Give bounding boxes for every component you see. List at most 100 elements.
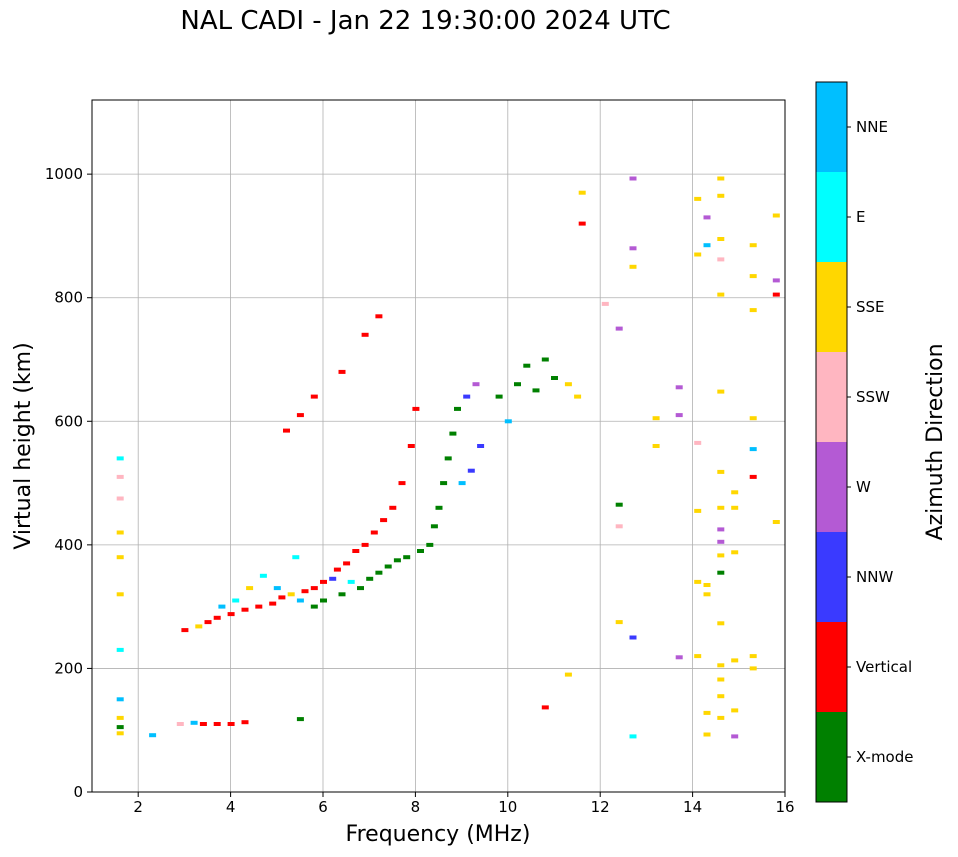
data-point (370, 530, 378, 535)
data-point (181, 628, 189, 633)
colorbar-category-label: W (856, 478, 871, 496)
data-point (375, 314, 383, 319)
data-point (717, 539, 725, 544)
data-point (375, 570, 383, 575)
data-point (310, 586, 318, 591)
data-point (310, 604, 318, 609)
data-point (675, 413, 683, 418)
colorbar-category-label: Vertical (856, 658, 912, 676)
data-point (731, 505, 739, 510)
data-point (398, 481, 406, 486)
data-point (749, 308, 757, 313)
data-point (731, 550, 739, 555)
data-point (417, 549, 424, 553)
data-point (694, 440, 702, 445)
colorbar-category-label: SSW (856, 388, 890, 406)
data-point (296, 717, 304, 722)
data-point (393, 558, 401, 563)
data-point (731, 658, 739, 663)
data-point (629, 246, 637, 251)
data-point (717, 505, 725, 510)
x-tick-label: 2 (133, 798, 143, 816)
data-point (199, 722, 207, 726)
data-point (717, 663, 725, 668)
data-point (116, 456, 124, 461)
data-point (717, 469, 725, 474)
data-point (361, 542, 369, 547)
data-point (361, 332, 369, 337)
data-point (652, 416, 660, 421)
data-point (564, 672, 572, 677)
data-point (366, 576, 374, 581)
data-point (449, 431, 457, 436)
colorbar-frame (815, 81, 848, 803)
x-tick-label: 8 (411, 798, 421, 816)
data-point (310, 394, 318, 399)
data-point (749, 274, 757, 279)
data-point (384, 564, 392, 569)
data-point (292, 555, 300, 560)
data-point (615, 326, 623, 331)
data-point (717, 553, 725, 558)
data-point (717, 715, 725, 720)
data-point (454, 406, 461, 411)
data-point (269, 601, 277, 606)
data-point (629, 264, 637, 269)
x-tick-label: 4 (226, 798, 236, 816)
data-point (380, 518, 388, 523)
data-point (749, 447, 757, 452)
data-point (703, 243, 711, 248)
data-point (574, 394, 582, 399)
data-point (246, 586, 254, 591)
x-axis-label: Frequency (MHz) (346, 822, 531, 847)
data-point (717, 677, 725, 682)
data-point (541, 705, 549, 710)
data-point (430, 524, 438, 529)
y-axis: 0 200 400 600 800 1000 (45, 165, 92, 801)
x-axis: 2 4 6 8 10 12 14 16 (133, 792, 795, 816)
data-point (389, 505, 397, 510)
data-point (551, 376, 558, 380)
data-point (407, 444, 415, 448)
data-point (717, 389, 725, 394)
data-point (504, 419, 512, 424)
colorbar-category-label: SSE (856, 298, 885, 316)
data-point (694, 508, 702, 513)
data-point (283, 428, 290, 433)
data-point (116, 474, 124, 479)
colorbar-segment (816, 442, 847, 532)
data-point (652, 444, 660, 448)
data-point (403, 555, 411, 560)
data-point (629, 734, 637, 739)
data-point (629, 176, 637, 181)
data-point (717, 694, 725, 699)
data-point (495, 394, 503, 399)
data-point (259, 573, 267, 578)
data-point (116, 530, 124, 535)
data-point (523, 363, 531, 368)
colorbar-segment (816, 262, 847, 352)
data-point (301, 589, 309, 594)
data-point (241, 720, 249, 725)
data-point (227, 612, 235, 617)
colorbar-category-label: NNW (856, 568, 893, 586)
data-point (675, 385, 683, 390)
data-point (749, 654, 757, 659)
data-point (749, 474, 757, 479)
data-point (338, 592, 346, 597)
data-point (532, 388, 540, 393)
data-point (772, 213, 780, 218)
colorbar-segment (816, 622, 847, 712)
data-point (213, 722, 221, 726)
colorbar-segment (816, 352, 847, 442)
y-axis-label: Virtual height (km) (11, 342, 36, 549)
data-point (703, 215, 711, 220)
data-point (343, 561, 351, 566)
data-point (717, 570, 725, 575)
data-point (204, 620, 212, 625)
data-point (749, 243, 757, 248)
data-point (116, 715, 124, 720)
data-point (694, 196, 702, 201)
x-tick-label: 14 (683, 798, 702, 816)
